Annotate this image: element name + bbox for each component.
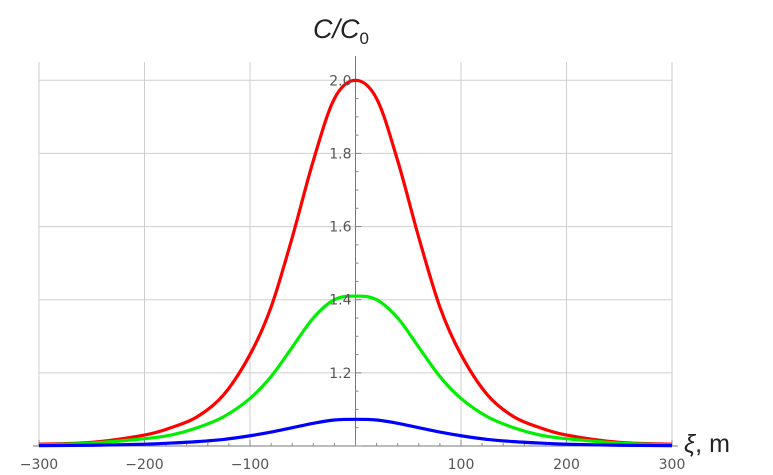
x-tick-label: 300 [659, 457, 686, 473]
tick-labels: −300 −200 −100 100 200 300 1.2 1.4 1.6 1.8 2.0 [20, 73, 686, 473]
x-tick-label: −200 [125, 457, 163, 473]
x-tick-label: −100 [231, 457, 269, 473]
y-axis-title-main: C/C [313, 14, 360, 44]
series-line-red [38, 78, 673, 446]
x-axis-title: ξ, m [684, 430, 730, 458]
x-axis-title-unit: , m [695, 430, 730, 458]
y-tick-label: 1.2 [329, 366, 351, 382]
x-tick-label: −300 [20, 457, 58, 473]
x-axis-title-symbol: ξ [684, 430, 697, 458]
y-tick-label: 1.8 [329, 146, 351, 162]
y-tick-label: 1.6 [329, 220, 351, 236]
series-line-blue [38, 417, 673, 448]
series-line-green [38, 294, 673, 447]
y-tick-label: 2.0 [329, 73, 351, 89]
x-tick-label: 200 [553, 457, 580, 473]
y-axis-title: C/C0 [313, 14, 369, 48]
y-tick-label: 1.4 [329, 293, 351, 309]
series-group [38, 78, 673, 448]
axes [33, 56, 678, 447]
y-axis-title-subscript: 0 [360, 29, 369, 48]
x-tick-label: 100 [448, 457, 475, 473]
